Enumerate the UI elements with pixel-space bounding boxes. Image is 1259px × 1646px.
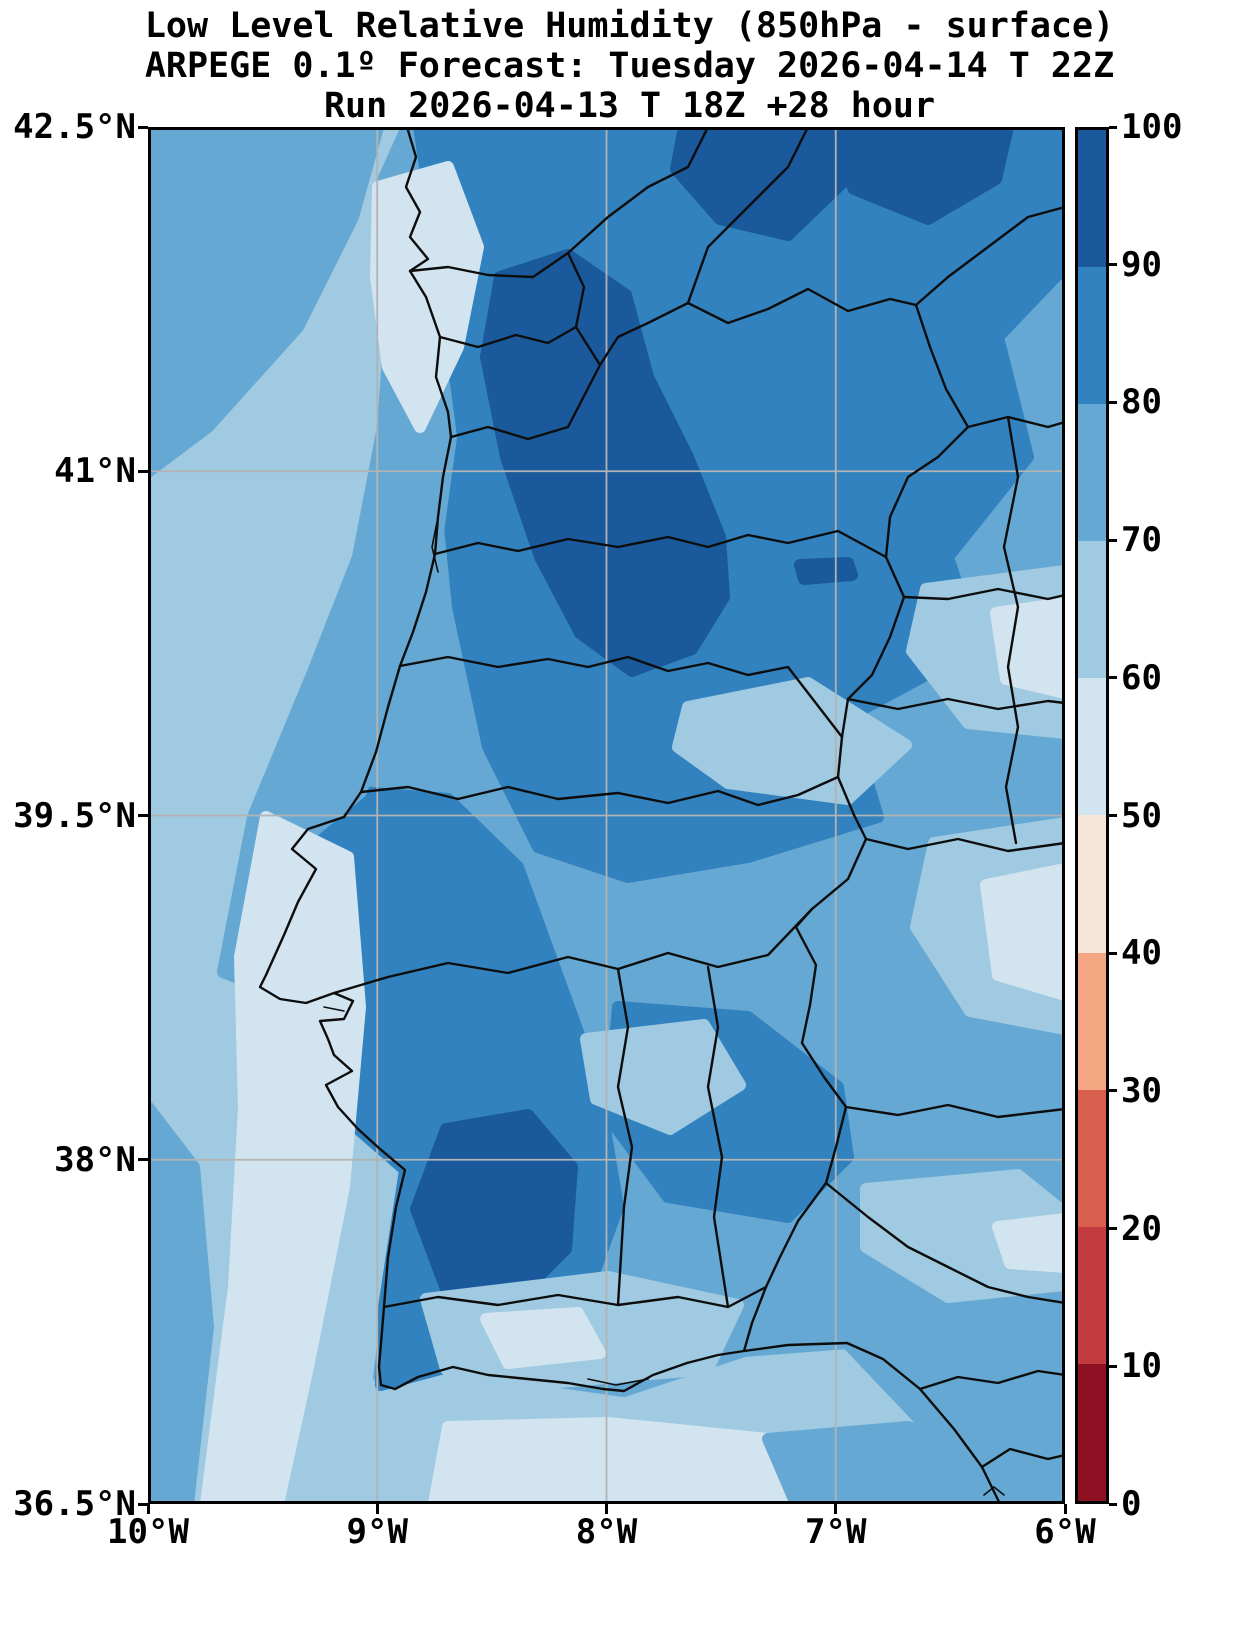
colorbar-segment-90-100	[1078, 130, 1106, 268]
contour-region-50	[990, 597, 1065, 699]
colorbar-segment-60-70	[1078, 541, 1106, 679]
chart-subtitle-forecast: ARPEGE 0.1º Forecast: Tuesday 2026-04-14…	[144, 46, 1115, 86]
colorbar-tick-label: 40	[1121, 933, 1162, 974]
boundary-line	[332, 907, 814, 995]
contour-region-90	[410, 1109, 578, 1305]
colorbar-segment-40-50	[1078, 815, 1106, 953]
colorbar-tickmark	[1109, 1089, 1117, 1093]
y-axis-tick-label: 39.5°N	[13, 795, 136, 836]
contour-region-90	[814, 127, 1014, 225]
colorbar	[1075, 127, 1109, 1504]
contour-region-50	[980, 863, 1065, 1001]
boundary-line	[846, 697, 1065, 711]
boundary-line	[706, 965, 730, 1309]
x-axis-tick-label: 6°W	[1034, 1512, 1096, 1552]
boundary-line	[844, 1103, 1065, 1119]
colorbar-tickmark	[1109, 676, 1117, 680]
contour-region-90	[794, 557, 858, 585]
chart-title: Low Level Relative Humidity (850hPa - su…	[144, 6, 1115, 46]
boundary-line	[824, 1181, 1065, 1305]
x-axis-tickmark	[146, 1504, 150, 1514]
x-axis-tickmark	[375, 1504, 379, 1514]
colorbar-tick-label: 90	[1121, 244, 1162, 285]
colorbar-segment-0-10	[1078, 1363, 1106, 1501]
boundary-line	[359, 775, 840, 807]
y-axis-tick-label: 36.5°N	[13, 1484, 136, 1524]
contour-region-90	[670, 127, 854, 241]
humidity-map-svg	[148, 127, 1065, 1504]
colorbar-tick-label: 70	[1121, 520, 1162, 561]
boundary-line	[914, 205, 1065, 307]
x-axis-tickmark	[605, 1504, 608, 1514]
chart-subtitle-run: Run 2026-04-13 T 18Z +28 hour	[323, 86, 936, 126]
colorbar-tick-label: 0	[1121, 1484, 1142, 1524]
contour-region-70	[148, 1101, 214, 1504]
contour-region-50	[992, 1213, 1065, 1273]
colorbar-segment-30-40	[1078, 952, 1106, 1090]
x-axis-tickmark	[1063, 1504, 1067, 1514]
colorbar-segment-20-30	[1078, 1089, 1106, 1227]
contour-region-50	[480, 1307, 606, 1369]
colorbar-tickmark	[1109, 814, 1117, 817]
contour-region-70	[148, 127, 384, 478]
map-frame	[148, 127, 1065, 1504]
colorbar-tick-label: 10	[1121, 1346, 1162, 1387]
y-axis-tick-label: 41°N	[54, 451, 136, 492]
y-axis-tickmark	[138, 1502, 148, 1506]
colorbar-segment-80-90	[1078, 267, 1106, 405]
boundary-line	[566, 127, 710, 255]
boundary-line	[918, 1369, 1065, 1391]
boundary-line	[902, 587, 1065, 601]
humidity-map	[148, 127, 1065, 1504]
coastal-detail-line	[983, 1486, 1005, 1496]
colorbar-segment-50-60	[1078, 678, 1106, 816]
x-axis-tickmark	[834, 1504, 838, 1514]
boundary-line	[433, 529, 888, 559]
y-axis-tick-label: 42.5°N	[13, 107, 136, 147]
y-axis-tick-label: 38°N	[54, 1139, 136, 1180]
colorbar-tickmark	[1109, 1227, 1117, 1231]
boundary-line	[686, 127, 810, 305]
x-axis-tick-label: 8°W	[575, 1512, 638, 1552]
contour-region-90	[480, 249, 730, 677]
colorbar-segment-10-20	[1078, 1226, 1106, 1364]
coastal-detail-line	[431, 521, 439, 573]
colorbar-tickmark	[1109, 263, 1117, 267]
boundary-line	[1002, 415, 1020, 845]
chart-title-block: Low Level Relative Humidity (850hPa - su…	[0, 6, 1259, 126]
boundary-line	[398, 655, 844, 739]
colorbar-segment-70-80	[1078, 404, 1106, 542]
colorbar-tick-label: 30	[1121, 1070, 1162, 1111]
boundary-line	[616, 967, 634, 1307]
boundary-line	[980, 1447, 1065, 1469]
colorbar-tickmark	[1109, 400, 1117, 404]
y-axis-tickmark	[138, 125, 148, 129]
boundary-line	[864, 837, 1065, 853]
x-axis-tick-label: 7°W	[805, 1512, 867, 1552]
y-axis-tickmark	[138, 469, 148, 473]
colorbar-tick-label: 80	[1121, 382, 1162, 423]
colorbar-tick-label: 100	[1121, 107, 1183, 147]
colorbar-tickmark	[1109, 125, 1117, 129]
colorbar-tickmark	[1109, 1364, 1117, 1368]
y-axis-tickmark	[138, 1158, 148, 1162]
colorbar-tick-label: 60	[1121, 657, 1162, 698]
boundary-line	[966, 415, 1065, 429]
coastal-detail-line	[587, 1378, 649, 1386]
boundary-line	[382, 1285, 768, 1309]
colorbar-tickmark	[1109, 951, 1117, 955]
colorbar-tickmark	[1109, 1502, 1117, 1506]
contour-region-50	[428, 1417, 802, 1504]
boundary-line	[438, 325, 578, 349]
boundary-line	[449, 363, 602, 441]
colorbar-tickmark	[1109, 538, 1117, 542]
x-axis-tick-label: 9°W	[346, 1512, 408, 1552]
colorbar-tick-label: 50	[1121, 795, 1162, 836]
coastal-detail-line	[323, 1006, 345, 1012]
y-axis-tickmark	[138, 814, 148, 817]
x-axis-tick-label: 10°W	[107, 1512, 189, 1552]
colorbar-tick-label: 20	[1121, 1208, 1162, 1249]
